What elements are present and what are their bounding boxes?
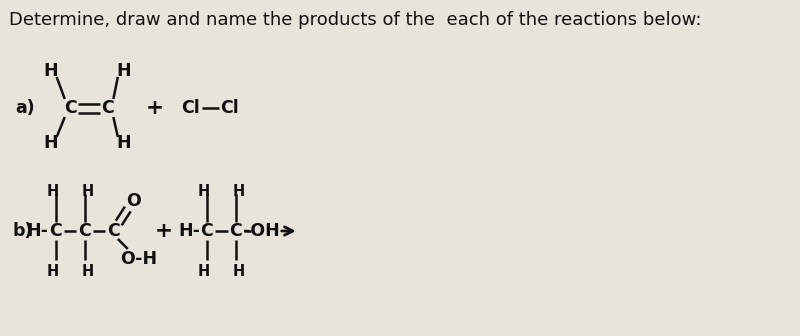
Text: H: H <box>81 263 94 279</box>
Text: Cl: Cl <box>220 99 238 117</box>
Text: Cl: Cl <box>182 99 200 117</box>
Text: H: H <box>43 62 58 80</box>
Text: C: C <box>230 222 242 240</box>
Text: b): b) <box>12 222 33 240</box>
Text: a): a) <box>15 99 35 117</box>
Text: C: C <box>107 222 120 240</box>
Text: H: H <box>47 263 59 279</box>
Text: +: + <box>154 221 173 241</box>
Text: H: H <box>117 62 131 80</box>
Text: H: H <box>117 134 131 152</box>
Text: H: H <box>47 183 59 199</box>
Text: C: C <box>78 222 91 240</box>
Text: -OH: -OH <box>243 222 280 240</box>
Text: C: C <box>201 222 214 240</box>
Text: Determine, draw and name the products of the  each of the reactions below:: Determine, draw and name the products of… <box>9 11 702 29</box>
Text: C: C <box>64 99 77 117</box>
Text: O: O <box>126 192 141 210</box>
Text: H: H <box>232 263 245 279</box>
Text: H: H <box>198 183 210 199</box>
Text: H-: H- <box>178 222 200 240</box>
Text: H: H <box>43 134 58 152</box>
Text: H: H <box>81 183 94 199</box>
Text: C: C <box>102 99 114 117</box>
Text: O-H: O-H <box>120 250 157 268</box>
Text: +: + <box>146 98 164 118</box>
Text: H-: H- <box>26 222 49 240</box>
Text: C: C <box>50 222 62 240</box>
Text: H: H <box>232 183 245 199</box>
Text: H: H <box>198 263 210 279</box>
